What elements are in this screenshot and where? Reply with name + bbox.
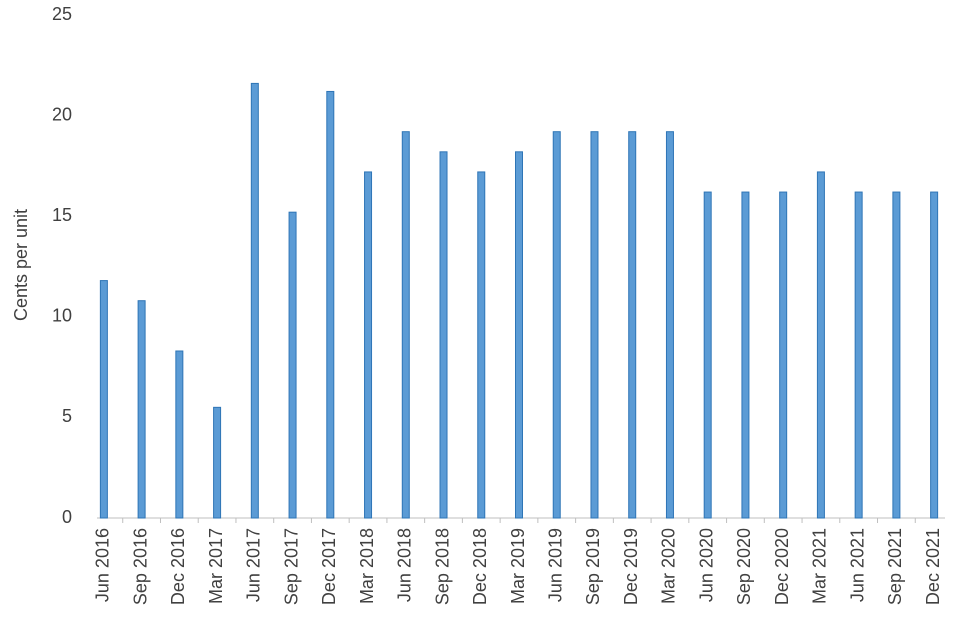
x-tick-label: Sep 2016 [130, 528, 150, 605]
bar [892, 191, 901, 519]
bar [213, 406, 222, 519]
x-tick-label: Mar 2021 [810, 528, 830, 604]
bar [364, 171, 373, 519]
x-tick-label: Jun 2020 [696, 528, 716, 602]
bar [741, 191, 750, 519]
bar [628, 131, 637, 519]
bar [401, 131, 410, 519]
bar [439, 151, 448, 519]
x-tick-label: Mar 2018 [357, 528, 377, 604]
bar [326, 90, 335, 519]
x-tick-label: Sep 2020 [734, 528, 754, 605]
x-tick-label: Sep 2018 [432, 528, 452, 605]
x-tick-label: Jun 2018 [395, 528, 415, 602]
x-tick-label: Sep 2021 [885, 528, 905, 605]
bar [590, 131, 599, 519]
bar [930, 191, 939, 519]
bar [703, 191, 712, 519]
y-tick-label: 0 [62, 507, 72, 527]
bar [515, 151, 523, 519]
y-tick-label: 5 [62, 406, 72, 426]
bar [288, 211, 297, 519]
bar [854, 191, 863, 519]
x-tick-label: Mar 2019 [508, 528, 528, 604]
x-tick-label: Dec 2018 [470, 528, 490, 605]
bar [175, 350, 184, 519]
bar [552, 131, 561, 519]
x-tick-label: Dec 2017 [319, 528, 339, 605]
x-tick-label: Mar 2017 [206, 528, 226, 604]
x-tick-label: Jun 2016 [93, 528, 113, 602]
bar [99, 280, 108, 519]
bar [250, 82, 259, 519]
x-tick-label: Sep 2019 [583, 528, 603, 605]
x-tick-label: Jun 2019 [545, 528, 565, 602]
x-tick-label: Jun 2017 [244, 528, 264, 602]
x-tick-label: Dec 2019 [621, 528, 641, 605]
x-tick-label: Sep 2017 [281, 528, 301, 605]
y-tick-label: 15 [52, 205, 72, 225]
bar [665, 131, 674, 519]
x-tick-label: Dec 2016 [168, 528, 188, 605]
bar [779, 191, 788, 519]
x-tick-label: Jun 2021 [847, 528, 867, 602]
bar [137, 300, 146, 519]
y-tick-label: 25 [52, 4, 72, 24]
x-tick-label: Mar 2020 [659, 528, 679, 604]
y-tick-label: 20 [52, 104, 72, 124]
y-axis-label: Cents per unit [11, 209, 31, 321]
x-tick-label: Dec 2020 [772, 528, 792, 605]
x-tick-label: Dec 2021 [923, 528, 943, 605]
bar [816, 171, 825, 519]
y-tick-label: 10 [52, 306, 72, 326]
bar [477, 171, 486, 519]
